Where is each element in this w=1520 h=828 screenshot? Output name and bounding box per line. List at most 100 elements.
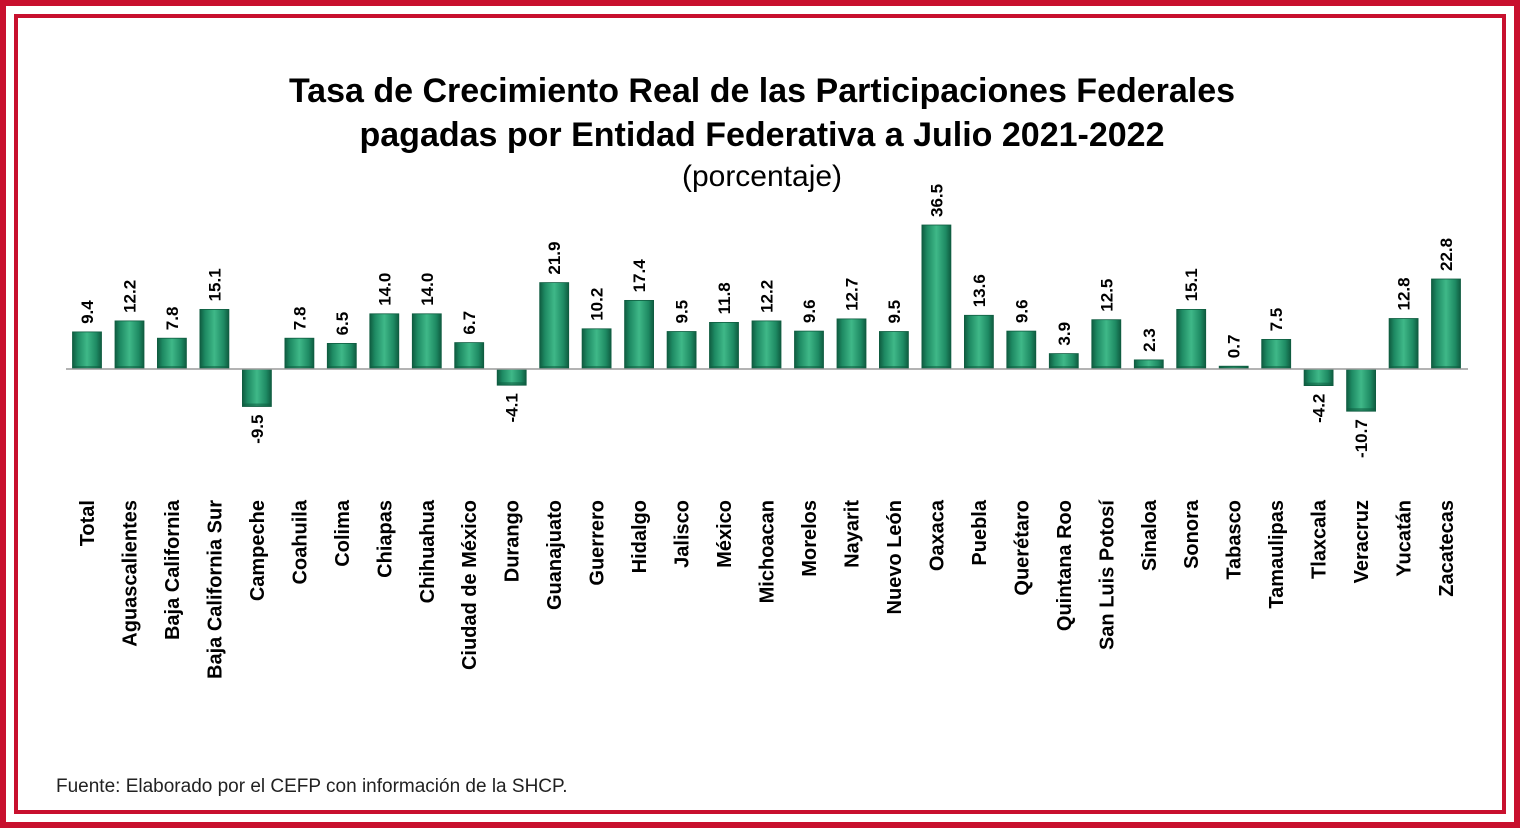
value-label-sinaloa: 2.3 (1140, 328, 1159, 352)
value-label-yucatan: 12.8 (1395, 277, 1414, 310)
category-label-guanajuato: Guanajuato (544, 500, 566, 610)
category-label-guerrero: Guerrero (587, 500, 609, 586)
bar-shade-tlaxcala (1304, 382, 1334, 386)
value-label-mexico: 11.8 (715, 282, 734, 314)
bar-puebla (964, 314, 994, 370)
bar-campeche (241, 368, 272, 407)
bar-shade-sonora (1176, 366, 1206, 369)
value-label-aguascalientes: 12.2 (121, 280, 140, 313)
category-label-campeche: Campeche (247, 500, 269, 601)
bar-shade-sinaloa (1134, 366, 1164, 369)
bar-chihuahua (411, 313, 442, 370)
value-label-total: 9.4 (78, 300, 97, 324)
chart-title-line2: pagadas por Entidad Federativa a Julio 2… (360, 116, 1165, 154)
value-label-san-luis-potosi: 12.5 (1097, 279, 1116, 312)
bar-shade-veracruz (1346, 408, 1376, 412)
value-label-colima: 6.5 (333, 312, 352, 336)
category-label-ciudad-de-mexico: Ciudad de México (459, 500, 481, 670)
bar-shade-baja-california-sur (199, 366, 229, 369)
bar-total (72, 331, 102, 370)
bar-ciudad-de-mexico (454, 342, 485, 370)
bar-shade-hidalgo (624, 366, 654, 369)
bar-aguascalientes (114, 320, 145, 370)
bar-shade-michoacan (752, 366, 781, 369)
bar-colima (326, 342, 357, 370)
bar-nayarit (836, 318, 867, 370)
category-label-aguascalientes: Aguascalientes (120, 500, 142, 647)
bar-shade-total (72, 366, 102, 369)
value-label-baja-california: 7.8 (163, 307, 182, 331)
bar-veracruz (1346, 368, 1376, 412)
value-label-tlaxcala: -4.2 (1310, 394, 1329, 423)
value-label-tamaulipas: 7.5 (1267, 308, 1286, 332)
bar-coahuila (284, 337, 315, 370)
value-label-baja-california-sur: 15.1 (205, 268, 224, 301)
category-label-tlaxcala: Tlaxcala (1309, 499, 1331, 579)
category-label-jalisco: Jalisco (672, 500, 694, 568)
category-label-tamaulipas: Tamaulipas (1266, 500, 1288, 609)
category-label-durango: Durango (502, 500, 524, 582)
value-label-zacatecas: 22.8 (1437, 238, 1456, 271)
category-label-chiapas: Chiapas (374, 500, 396, 578)
category-label-quintana-roo: Quintana Roo (1054, 500, 1076, 631)
bar-shade-colima (327, 366, 357, 369)
value-label-queretaro: 9.6 (1012, 299, 1031, 323)
bar-zacatecas (1431, 278, 1461, 370)
category-label-chihuahua: Chihuahua (417, 499, 439, 603)
value-label-durango: -4.1 (503, 393, 522, 422)
bar-shade-zacatecas (1431, 366, 1461, 369)
bar-shade-queretaro (1006, 366, 1036, 369)
category-label-veracruz: Veracruz (1351, 500, 1373, 583)
value-label-chihuahua: 14.0 (418, 273, 437, 306)
value-label-coahuila: 7.8 (290, 307, 309, 331)
bar-guanajuato (539, 282, 570, 370)
value-label-puebla: 13.6 (970, 274, 989, 307)
bar-shade-chihuahua (412, 366, 442, 369)
bar-shade-yucatan (1389, 366, 1419, 369)
bar-chiapas (369, 313, 400, 370)
category-label-baja-california: Baja California (162, 499, 184, 640)
category-label-puebla: Puebla (969, 499, 991, 565)
bar-shade-aguascalientes (115, 366, 144, 369)
bar-shade-chiapas (369, 366, 399, 369)
category-label-total: Total (77, 500, 99, 546)
bar-yucatan (1388, 318, 1419, 370)
value-label-guerrero: 10.2 (588, 288, 607, 321)
source-note: Fuente: Elaborado por el CEFP con inform… (56, 776, 568, 797)
bar-shade-guerrero (582, 366, 612, 369)
bar-shade-oaxaca (921, 366, 951, 369)
value-label-nuevo-leon: 9.5 (885, 300, 904, 324)
value-label-chiapas: 14.0 (375, 273, 394, 306)
bar-guerrero (581, 328, 612, 370)
bar-shade-guanajuato (539, 366, 569, 369)
bar-shade-baja-california (157, 366, 187, 369)
bar-hidalgo (624, 299, 654, 370)
value-label-tabasco: 0.7 (1225, 335, 1244, 359)
category-label-hidalgo: Hidalgo (629, 500, 651, 573)
value-label-jalisco: 9.5 (673, 300, 692, 324)
bar-shade-mexico (709, 366, 739, 369)
value-label-hidalgo: 17.4 (630, 259, 649, 293)
value-label-oaxaca: 36.5 (927, 184, 946, 217)
value-label-nayarit: 12.7 (843, 278, 862, 311)
chart-title-line1: Tasa de Crecimiento Real de las Particip… (289, 72, 1235, 110)
bar-shade-nayarit (837, 366, 866, 369)
bar-shade-durango (497, 382, 527, 386)
value-label-guanajuato: 21.9 (545, 242, 564, 275)
category-label-nuevo-leon: Nuevo León (884, 500, 906, 614)
bar-shade-coahuila (284, 366, 314, 369)
bar-shade-san-luis-potosi (1091, 366, 1121, 369)
value-label-veracruz: -10.7 (1352, 419, 1371, 458)
bar-shade-tabasco (1219, 366, 1249, 369)
category-label-tabasco: Tabasco (1224, 500, 1246, 580)
bar-shade-morelos (794, 366, 824, 369)
bar-san-luis-potosi (1091, 319, 1122, 370)
category-label-coahuila: Coahuila (289, 499, 311, 584)
category-label-san-luis-potosi: San Luis Potosí (1096, 499, 1118, 650)
bar-shade-jalisco (667, 366, 697, 369)
bar-baja-california-sur (199, 308, 230, 370)
value-label-quintana-roo: 3.9 (1055, 322, 1074, 346)
value-labels-group: 9.4 12.2 7.8 15.1 -9.5 7.8 6.5 14.0 14.0 6.7 -4.1 2… (78, 184, 1456, 458)
bar-baja-california (156, 337, 187, 370)
category-label-nayarit: Nayarit (842, 500, 864, 568)
